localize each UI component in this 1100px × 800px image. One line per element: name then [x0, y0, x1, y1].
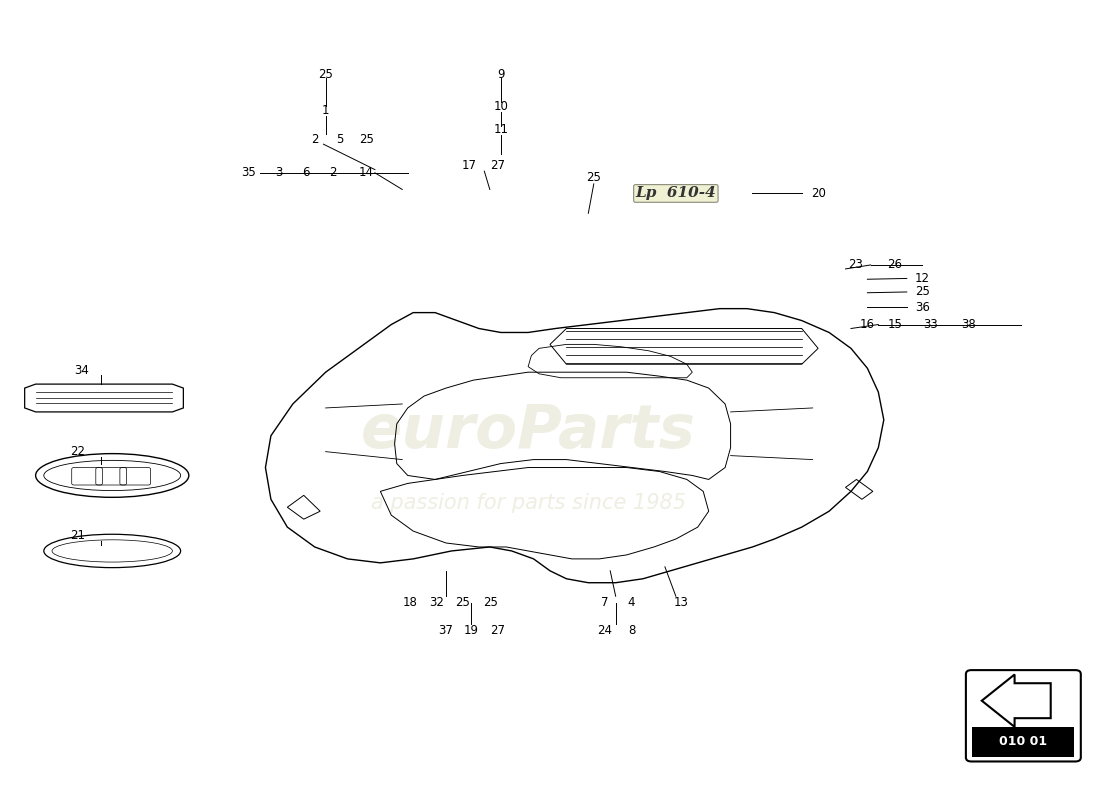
Text: 9: 9: [497, 68, 505, 81]
Text: 27: 27: [490, 624, 505, 637]
Text: 12: 12: [914, 272, 929, 285]
Text: a passion for parts since 1985: a passion for parts since 1985: [371, 494, 685, 514]
Text: 24: 24: [597, 624, 613, 637]
Text: 010 01: 010 01: [999, 735, 1047, 748]
Text: 23: 23: [848, 258, 862, 271]
Text: euroParts: euroParts: [361, 402, 695, 462]
Text: 4: 4: [627, 596, 635, 609]
Text: 35: 35: [242, 166, 256, 179]
Text: 32: 32: [429, 596, 443, 609]
Text: 36: 36: [915, 301, 930, 314]
Text: 25: 25: [455, 596, 470, 609]
Text: 21: 21: [69, 529, 85, 542]
Text: 25: 25: [484, 596, 498, 609]
Text: 27: 27: [490, 159, 505, 172]
Text: 25: 25: [915, 286, 930, 298]
Text: 8: 8: [628, 624, 636, 637]
Text: 5: 5: [337, 133, 343, 146]
Text: 7: 7: [601, 596, 608, 609]
Text: 19: 19: [464, 624, 478, 637]
Text: 34: 34: [74, 364, 89, 377]
Text: 18: 18: [403, 596, 417, 609]
Text: 3: 3: [275, 166, 283, 179]
Text: 38: 38: [960, 318, 976, 331]
Text: 17: 17: [462, 159, 476, 172]
Text: 11: 11: [493, 123, 508, 136]
Text: 2: 2: [311, 133, 318, 146]
Text: 26: 26: [888, 258, 902, 271]
Text: 10: 10: [493, 99, 508, 113]
Text: 16: 16: [860, 318, 875, 331]
Text: 14: 14: [359, 166, 374, 179]
Text: 20: 20: [811, 187, 826, 200]
Text: 1: 1: [322, 103, 329, 117]
Text: 22: 22: [69, 445, 85, 458]
Text: 25: 25: [318, 68, 333, 81]
Text: Lp  610-4: Lp 610-4: [636, 186, 716, 201]
FancyBboxPatch shape: [966, 670, 1081, 762]
Text: 37: 37: [439, 624, 453, 637]
Text: 15: 15: [888, 318, 902, 331]
Text: 33: 33: [924, 318, 938, 331]
Text: 2: 2: [330, 166, 337, 179]
Text: 25: 25: [359, 133, 374, 146]
Text: 25: 25: [586, 171, 602, 184]
Text: 6: 6: [302, 166, 310, 179]
Bar: [972, 727, 1075, 757]
Text: 13: 13: [674, 596, 689, 609]
